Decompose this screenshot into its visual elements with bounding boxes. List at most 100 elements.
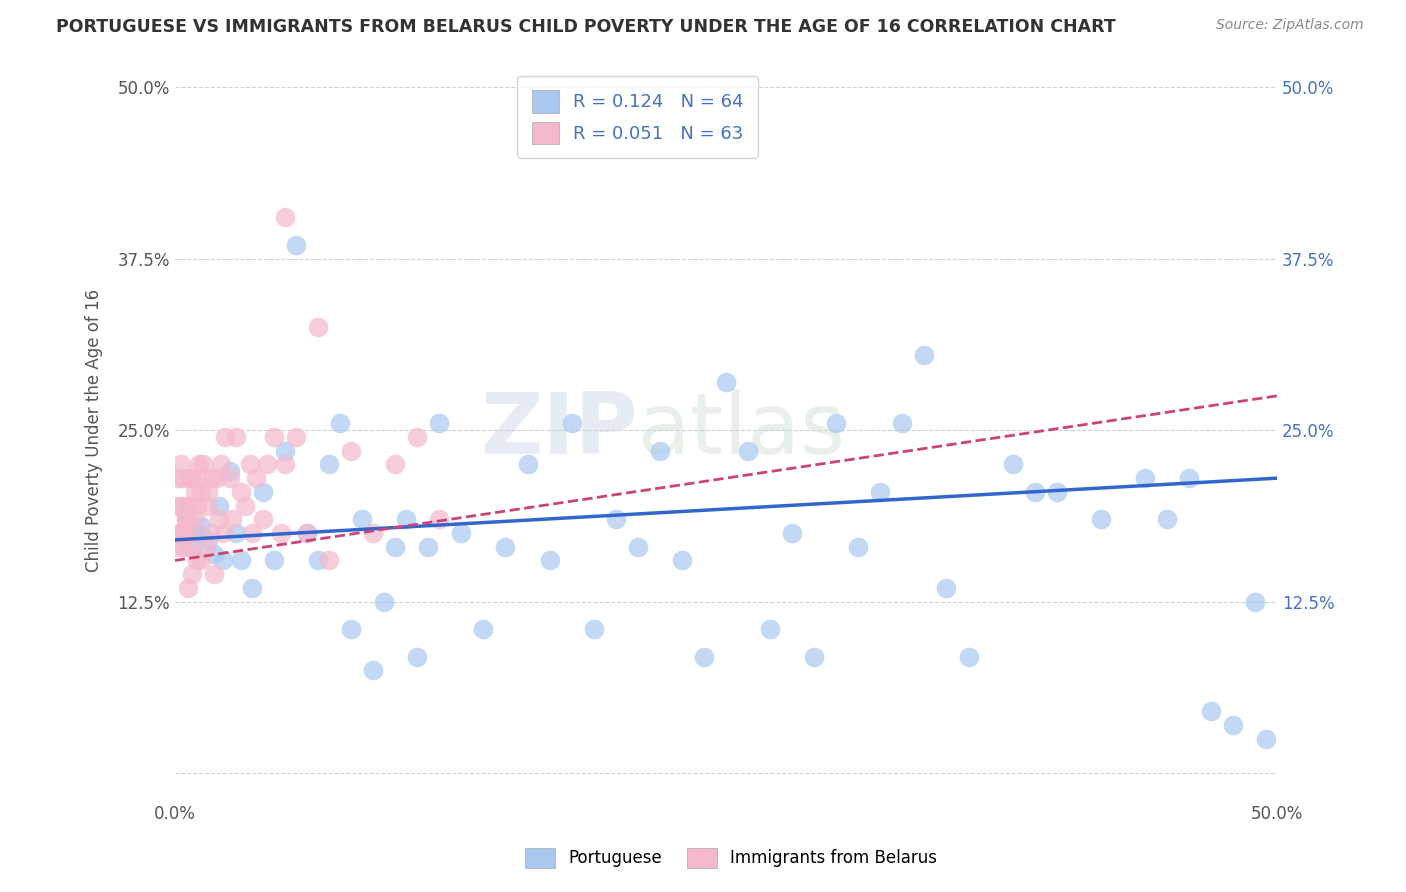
Point [803, 649, 825, 664]
Point [212, 553, 235, 567]
Point [167, 526, 190, 541]
Point [450, 526, 472, 541]
Point [361, 526, 384, 541]
Point [245, 471, 267, 485]
Point [307, 320, 329, 334]
Point [202, 547, 225, 561]
Point [173, 471, 195, 485]
Point [395, 512, 418, 526]
Point [183, 484, 205, 499]
Point [177, 540, 200, 554]
Point [1222, 718, 1244, 732]
Point [252, 512, 274, 526]
Point [318, 553, 340, 567]
Text: ZIP: ZIP [479, 389, 638, 472]
Point [173, 526, 195, 541]
Point [329, 416, 352, 430]
Point [170, 499, 193, 513]
Point [318, 458, 340, 472]
Point [218, 471, 240, 485]
Point [759, 622, 782, 636]
Point [174, 512, 197, 526]
Point [263, 430, 285, 444]
Point [190, 484, 212, 499]
Point [582, 622, 605, 636]
Point [190, 553, 212, 567]
Point [214, 430, 236, 444]
Point [846, 540, 869, 554]
Point [693, 649, 716, 664]
Legend: Portuguese, Immigrants from Belarus: Portuguese, Immigrants from Belarus [519, 841, 943, 875]
Point [352, 512, 374, 526]
Point [190, 519, 212, 533]
Point [1244, 594, 1267, 608]
Point [186, 553, 208, 567]
Point [427, 416, 450, 430]
Point [187, 458, 209, 472]
Point [1156, 512, 1178, 526]
Point [627, 540, 650, 554]
Point [340, 622, 363, 636]
Point [177, 581, 200, 595]
Point [174, 499, 197, 513]
Point [295, 526, 318, 541]
Point [181, 540, 204, 554]
Point [406, 649, 429, 664]
Point [494, 540, 516, 554]
Point [472, 622, 495, 636]
Point [671, 553, 693, 567]
Legend: R = 0.124   N = 64, R = 0.051   N = 63: R = 0.124 N = 64, R = 0.051 N = 63 [517, 76, 758, 158]
Point [825, 416, 848, 430]
Point [183, 512, 205, 526]
Point [274, 443, 297, 458]
Point [201, 471, 224, 485]
Y-axis label: Child Poverty Under the Age of 16: Child Poverty Under the Age of 16 [86, 288, 103, 572]
Point [284, 238, 307, 252]
Point [225, 430, 247, 444]
Point [221, 512, 243, 526]
Point [1024, 484, 1046, 499]
Point [209, 458, 232, 472]
Point [208, 499, 231, 513]
Point [197, 499, 219, 513]
Point [912, 348, 935, 362]
Point [202, 567, 225, 582]
Point [780, 526, 803, 541]
Point [307, 553, 329, 567]
Point [197, 484, 219, 499]
Point [174, 512, 197, 526]
Point [648, 443, 671, 458]
Point [186, 526, 208, 541]
Point [427, 512, 450, 526]
Point [166, 499, 188, 513]
Point [274, 211, 297, 225]
Point [240, 581, 263, 595]
Point [205, 471, 228, 485]
Point [233, 499, 256, 513]
Point [384, 540, 406, 554]
Point [340, 443, 363, 458]
Point [218, 464, 240, 478]
Point [284, 430, 307, 444]
Point [193, 458, 215, 472]
Point [239, 458, 262, 472]
Point [170, 526, 193, 541]
Point [1256, 731, 1278, 746]
Point [406, 430, 429, 444]
Point [935, 581, 957, 595]
Text: atlas: atlas [638, 389, 846, 472]
Point [263, 553, 285, 567]
Point [516, 458, 538, 472]
Point [229, 484, 252, 499]
Point [538, 553, 561, 567]
Point [240, 526, 263, 541]
Point [274, 458, 297, 472]
Point [166, 540, 188, 554]
Point [418, 540, 440, 554]
Point [869, 484, 891, 499]
Point [225, 526, 247, 541]
Point [1178, 471, 1201, 485]
Point [179, 471, 201, 485]
Point [167, 471, 190, 485]
Point [1090, 512, 1112, 526]
